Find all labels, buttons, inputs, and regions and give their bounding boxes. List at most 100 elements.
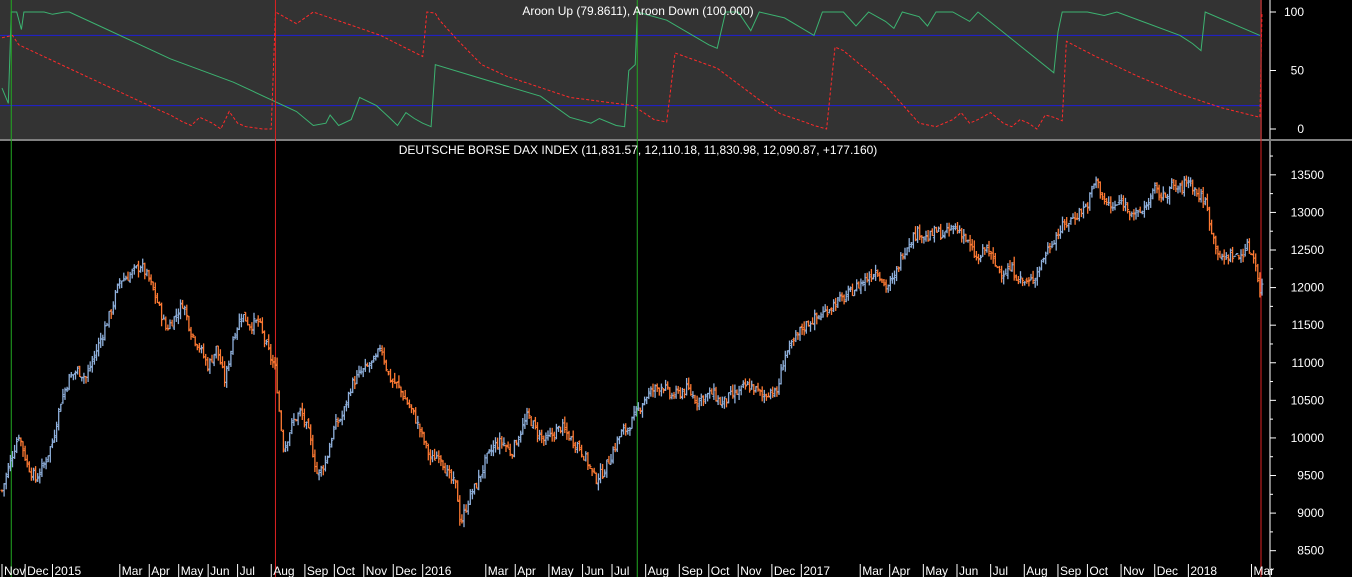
x-tick-label: May: [181, 564, 204, 577]
ohlc-bar: [1040, 259, 1043, 271]
ohlc-bar: [403, 389, 407, 400]
ohlc-bar: [573, 441, 577, 453]
ohlc-bar: [118, 278, 122, 289]
ohlc-bar: [924, 230, 928, 242]
ohlc-bar: [347, 391, 350, 408]
ohlc-bar: [1098, 181, 1102, 199]
ohlc-bar: [1077, 207, 1081, 222]
ohlc-bar: [109, 309, 113, 319]
ohlc-bar: [443, 462, 447, 474]
ohlc-bar: [382, 347, 386, 365]
ohlc-bar: [74, 370, 77, 380]
ohlc-bar: [979, 254, 983, 263]
ohlc-bar: [867, 271, 871, 286]
ohlc-bar: [848, 286, 852, 293]
ohlc-bar: [336, 417, 340, 427]
ohlc-bar: [132, 264, 136, 275]
ohlc-bar: [935, 226, 938, 233]
ohlc-bar: [624, 423, 628, 436]
ohlc-bar: [1163, 192, 1167, 198]
ohlc-bar: [1147, 197, 1151, 210]
ohlc-bar: [475, 482, 479, 489]
ohlc-bar: [941, 229, 945, 239]
ohlc-bar: [437, 450, 441, 464]
ohlc-bar: [613, 442, 617, 453]
ohlc-bar: [187, 315, 191, 332]
ohlc-bar: [1067, 222, 1071, 232]
ohlc-bar: [1113, 200, 1117, 211]
ohlc-bar: [315, 461, 319, 474]
ohlc-bar: [78, 365, 82, 377]
ohlc-bar: [97, 337, 101, 357]
ohlc-bar: [210, 354, 214, 363]
ohlc-bar: [63, 387, 67, 400]
x-tick-label: 2015: [54, 564, 81, 577]
ohlc-bar: [468, 489, 472, 505]
ohlc-bar: [1054, 232, 1058, 251]
ohlc-bar: [378, 344, 382, 352]
ohlc-bar: [785, 350, 789, 358]
ohlc-bar: [317, 469, 321, 481]
ohlc-bar: [806, 320, 810, 327]
ohlc-bar: [420, 427, 424, 438]
ohlc-bar: [431, 450, 434, 463]
ohlc-bar: [256, 315, 260, 327]
ohlc-bar: [825, 305, 829, 318]
x-tick-label: Sep: [681, 564, 703, 577]
ohlc-bar: [693, 394, 697, 404]
ohlc-bar: [284, 441, 287, 453]
ohlc-bar: [554, 423, 558, 440]
ohlc-bar: [23, 445, 27, 461]
ohlc-bar: [357, 365, 361, 378]
ohlc-bar: [683, 388, 686, 399]
aroon-axis-background: [1262, 0, 1352, 139]
ohlc-bar: [865, 272, 869, 283]
ohlc-bar: [197, 342, 201, 353]
ohlc-bar: [517, 435, 521, 447]
ohlc-bar: [815, 312, 819, 325]
date-x-axis: Nov Dec 2015 Mar Apr May Jun Jul Aug Sep Oct Nov Dec…: [1, 564, 1274, 577]
ohlc-bar: [487, 449, 491, 454]
ohlc-bar: [657, 387, 661, 396]
ohlc-bar: [819, 312, 823, 321]
ohlc-bar: [1180, 180, 1184, 195]
ohlc-bar: [540, 429, 544, 444]
ohlc-bar: [1126, 202, 1130, 214]
ohlc-bar: [603, 469, 607, 478]
ohlc-bar: [46, 455, 50, 463]
ohlc-bar: [1161, 186, 1165, 201]
ohlc-bar: [580, 444, 584, 458]
ohlc-bar: [462, 504, 466, 528]
ohlc-bar: [949, 224, 953, 231]
ohlc-bar: [155, 292, 159, 304]
ohlc-bar: [586, 452, 590, 470]
ohlc-bar: [533, 416, 537, 430]
ohlc-bar: [128, 271, 132, 283]
ohlc-bar: [731, 384, 735, 399]
ohlc-bar: [830, 307, 833, 315]
ohlc-bar: [884, 279, 888, 293]
aroon-up-line: [1, 11, 1261, 128]
ohlc-bar: [1079, 208, 1083, 218]
ohlc-bar: [38, 468, 42, 484]
ohlc-bar: [947, 222, 951, 237]
ohlc-bar: [567, 430, 571, 441]
ohlc-bar: [1159, 192, 1163, 203]
aroon-y-tick-label: 100: [1284, 5, 1304, 19]
ohlc-bar: [498, 432, 502, 455]
ohlc-bar: [1071, 213, 1075, 219]
ohlc-bar: [1208, 206, 1211, 231]
ohlc-bar: [452, 471, 455, 485]
ohlc-bar: [1046, 242, 1050, 255]
x-tick-label: Jun: [210, 564, 229, 577]
ohlc-bar: [659, 383, 663, 397]
ohlc-bar: [252, 312, 256, 335]
ohlc-bar: [1243, 243, 1247, 257]
ohlc-bar: [993, 252, 997, 267]
ohlc-bar: [1239, 249, 1243, 263]
ohlc-bar: [680, 387, 684, 400]
ohlc-bar: [1031, 270, 1035, 285]
ohlc-bar: [760, 386, 764, 402]
ohlc-bar: [195, 344, 199, 351]
ohlc-bar: [17, 434, 21, 442]
